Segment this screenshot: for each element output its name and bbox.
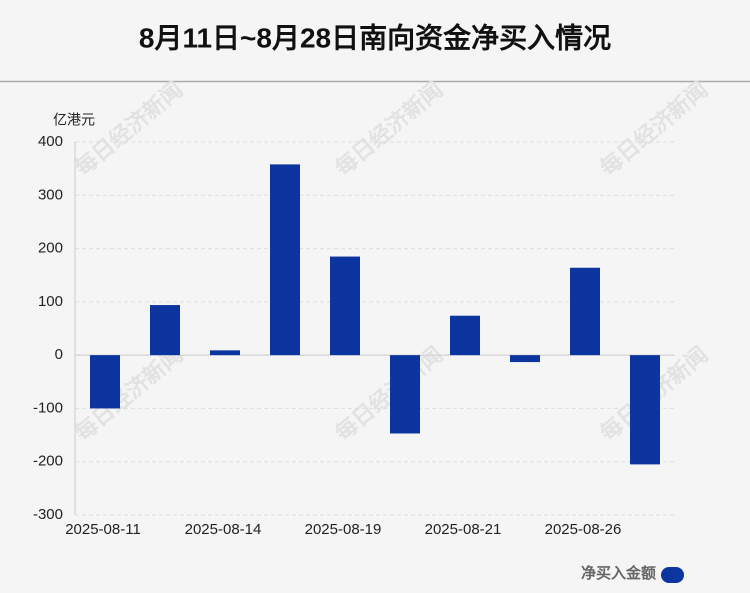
y-tick-label: 0: [55, 346, 63, 363]
x-tick-label: 2025-08-19: [305, 521, 382, 538]
y-tick-label: -100: [33, 399, 63, 416]
bar: [630, 355, 660, 465]
bar: [390, 355, 420, 434]
y-tick-label: -300: [33, 506, 63, 523]
bar: [210, 350, 240, 356]
bar: [570, 267, 600, 356]
y-tick-label: -200: [33, 453, 63, 470]
x-tick-label: 2025-08-14: [185, 521, 262, 538]
x-tick-label: 2025-08-21: [425, 521, 502, 538]
legend-label: 净买入金额: [581, 564, 656, 582]
bar: [270, 164, 300, 356]
legend-swatch: [661, 567, 684, 583]
y-tick-label: 200: [38, 240, 63, 257]
x-tick-label: 2025-08-26: [545, 521, 622, 538]
bar: [150, 305, 180, 356]
y-axis-label: 亿港元: [53, 112, 95, 128]
bar: [510, 355, 540, 363]
chart-title: 8月11日~8月28日南向资金净买入情况: [139, 21, 611, 53]
x-tick-label: 2025-08-11: [65, 521, 141, 538]
bar: [450, 315, 480, 356]
bar: [90, 355, 120, 409]
bar: [330, 256, 360, 356]
y-tick-label: 300: [38, 186, 63, 203]
y-tick-label: 100: [38, 293, 63, 310]
y-tick-label: 400: [38, 133, 63, 150]
